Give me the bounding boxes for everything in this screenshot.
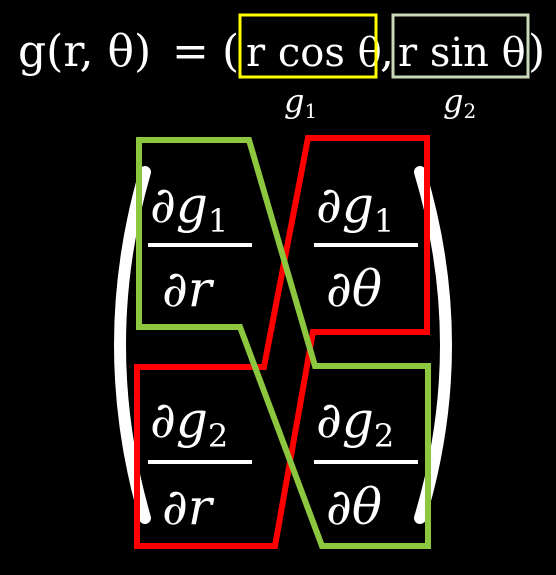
cell-denominator: ∂r: [162, 260, 215, 318]
fraction-bar: [314, 460, 418, 464]
matrix-parentheses: [114, 166, 452, 524]
equation-component-1: r cos θ: [246, 30, 382, 76]
cell-numerator: ∂g2: [316, 391, 394, 455]
matrix-cell-dg1-dr: ∂g1 ∂r: [148, 176, 252, 318]
equation-equals: =: [172, 26, 209, 77]
cell-numerator: ∂g2: [150, 391, 228, 455]
g2-highlight-box: [391, 13, 530, 79]
matrix-cell-dg2-dr: ∂g2 ∂r: [148, 391, 252, 536]
cell-denominator: ∂r: [162, 478, 215, 536]
matrix-cell-dg1-dtheta: ∂g1 ∂θ: [314, 176, 418, 318]
equation-open-paren: (: [222, 26, 239, 77]
fraction-bar: [148, 460, 252, 464]
equation-comma: ,: [380, 26, 394, 77]
cell-denominator: ∂θ: [326, 478, 382, 536]
green-outline-r-derivatives: [136, 137, 431, 549]
matrix-cells: ∂g1 ∂r ∂g1 ∂θ ∂g2 ∂r ∂g2 ∂θ: [148, 176, 418, 536]
cell-numerator: ∂g1: [316, 176, 394, 240]
matrix-cell-dg2-dtheta: ∂g2 ∂θ: [314, 391, 418, 536]
cell-denominator: ∂θ: [326, 260, 382, 318]
cell-numerator: ∂g1: [150, 176, 228, 240]
fraction-bar: [148, 243, 252, 247]
equation-component-2: r sin θ: [398, 30, 526, 76]
matrix-left-paren: [114, 166, 151, 524]
g1-label: g1: [284, 82, 317, 123]
red-outline-theta-derivatives: [134, 135, 430, 549]
equation: g(r, θ) = ( r cos θ , r sin θ ): [18, 13, 545, 79]
component-labels: g1 g2: [284, 82, 476, 123]
g2-label: g2: [443, 82, 476, 123]
equation-close-paren: ): [528, 26, 545, 77]
equation-lhs: g(r, θ): [18, 26, 151, 77]
g1-highlight-box: [238, 13, 378, 79]
matrix-right-paren: [414, 166, 452, 524]
fraction-bar: [314, 243, 418, 247]
